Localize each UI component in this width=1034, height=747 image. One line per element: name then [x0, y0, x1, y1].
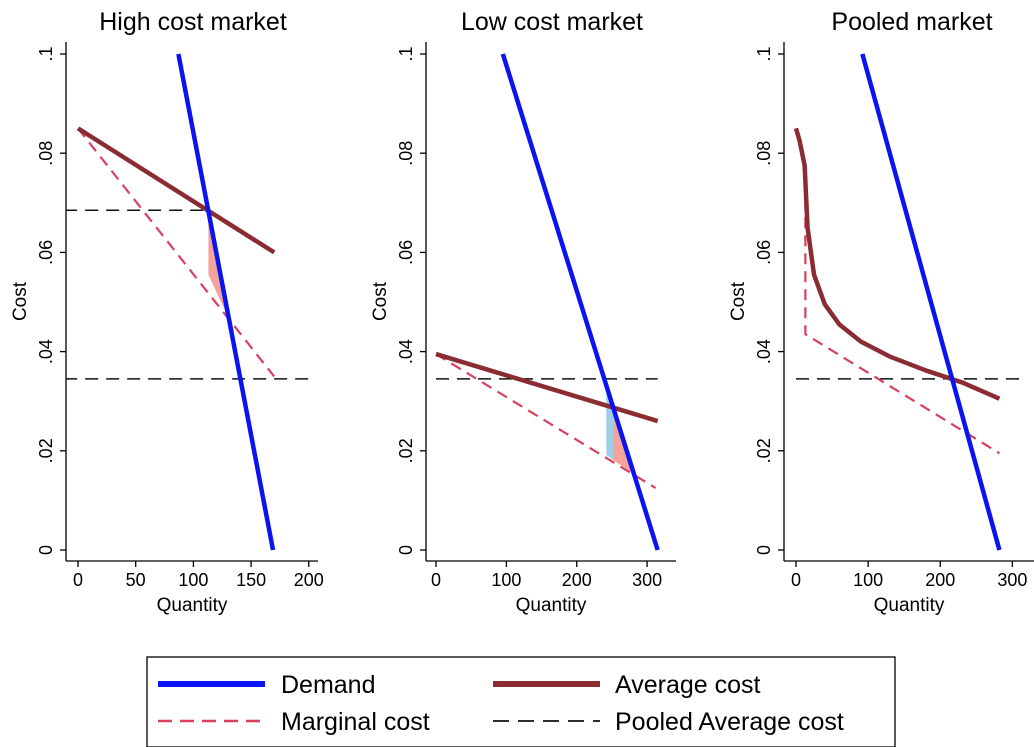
- panel-pooled-market: Pooled market 0 .02 .04 .06 .08 .1 0 100 200 300 Qu…: [728, 8, 1034, 616]
- legend-label-demand: Demand: [281, 671, 376, 699]
- y-tick-label: .1: [36, 46, 56, 61]
- y-tick-label: .08: [396, 141, 416, 166]
- x-tick-label: 100: [853, 570, 883, 590]
- y-tick-label: .02: [36, 438, 56, 463]
- y-axis-label: Cost: [728, 281, 749, 321]
- y-axis-label: Cost: [10, 281, 31, 321]
- x-tick-label: 200: [562, 570, 592, 590]
- y-tick-label: .02: [396, 438, 416, 463]
- x-tick-label: 200: [294, 570, 324, 590]
- panel-high-cost-market: High cost market 0 .02 .04 .06 .08 .1 0 50 100 150…: [10, 8, 324, 616]
- legend-label-average-cost: Average cost: [615, 671, 761, 699]
- plot-area: [435, 53, 660, 551]
- series-line-average-cost: [76, 126, 276, 255]
- y-tick-label: .04: [396, 339, 416, 364]
- y-tick-label: .04: [36, 339, 56, 364]
- y-tick-label: 0: [396, 545, 416, 555]
- y-tick-label: .1: [754, 46, 774, 61]
- x-tick-label: 100: [178, 570, 208, 590]
- series-line-marginal-cost: [435, 353, 657, 489]
- y-axis-label: Cost: [370, 281, 391, 321]
- x-tick-label: 0: [791, 570, 801, 590]
- panel-low-cost-market: Low cost market 0 .02 .04 .06 .08 .1 0 100 200 300…: [370, 8, 676, 616]
- panel-title: Low cost market: [461, 8, 643, 36]
- legend: Demand Average cost Marginal cost Pooled Av…: [146, 656, 896, 747]
- y-tick-label: 0: [754, 545, 774, 555]
- series-line-average-cost: [793, 127, 1001, 401]
- x-tick-label: 300: [997, 570, 1027, 590]
- series-line-average-cost: [435, 351, 659, 424]
- y-tick-label: .08: [754, 141, 774, 166]
- y-tick-label: .04: [754, 339, 774, 364]
- x-tick-label: 0: [431, 570, 441, 590]
- panel-title: High cost market: [99, 8, 287, 36]
- y-tick-label: .1: [396, 46, 416, 61]
- plot-area: [793, 53, 1024, 551]
- x-axis-label: Quantity: [157, 595, 228, 616]
- y-tick-label: .02: [754, 438, 774, 463]
- x-tick-label: 150: [236, 570, 266, 590]
- y-tick-label: 0: [36, 545, 56, 555]
- legend-box: [146, 656, 896, 747]
- y-tick-label: .06: [754, 240, 774, 265]
- x-tick-label: 50: [126, 570, 146, 590]
- legend-label-pooled-average-cost: Pooled Average cost: [615, 708, 844, 736]
- panel-title: Pooled market: [831, 8, 992, 36]
- series-line-demand: [860, 53, 1002, 551]
- series-line-demand: [500, 53, 660, 551]
- series-line-marginal-cost: [77, 127, 276, 378]
- x-tick-label: 100: [491, 570, 521, 590]
- x-tick-label: 200: [925, 570, 955, 590]
- x-axis-label: Quantity: [874, 595, 945, 616]
- y-tick-label: .08: [36, 141, 56, 166]
- y-tick-label: .06: [396, 240, 416, 265]
- x-tick-label: 300: [632, 570, 662, 590]
- x-tick-label: 0: [73, 570, 83, 590]
- legend-label-marginal-cost: Marginal cost: [281, 708, 430, 736]
- y-tick-label: .06: [36, 240, 56, 265]
- plot-area: [66, 53, 312, 551]
- series-line-demand: [176, 53, 276, 551]
- x-axis-label: Quantity: [516, 595, 587, 616]
